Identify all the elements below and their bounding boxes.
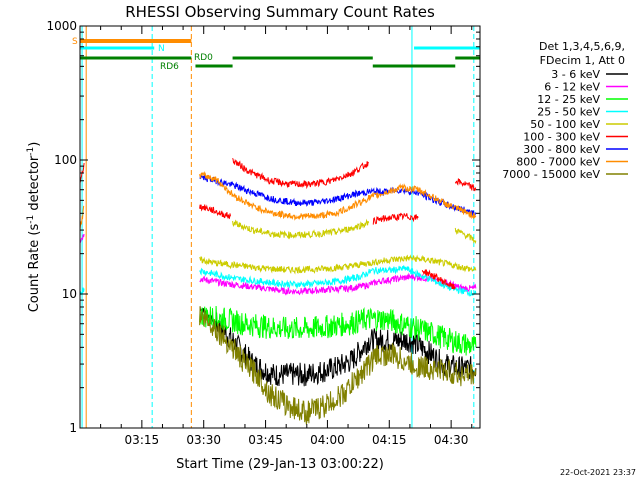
x-tick-label: 04:00 <box>310 433 345 447</box>
y-axis-label: Count Rate (s-1 detector-1) <box>26 142 42 313</box>
series-8-segment-0 <box>199 306 477 425</box>
series-5-segment-0 <box>80 162 85 184</box>
status-flags: S N RD6 RD0 <box>72 37 480 72</box>
x-tick-label: 03:15 <box>125 433 160 447</box>
legend-header-line-2: FDecim 1, Att 0 <box>540 54 625 67</box>
legend-entry-2-label: 12 - 25 keV <box>537 93 600 106</box>
legend-entry-0-label: 3 - 6 keV <box>551 68 600 81</box>
vertical-markers <box>81 26 475 428</box>
x-axis-label: Start Time (29-Jan-13 03:00:22) <box>176 457 384 472</box>
x-tick-label: 03:45 <box>248 433 283 447</box>
series-8 <box>199 306 477 425</box>
legend-entry-6-label: 300 - 800 keV <box>523 143 600 156</box>
legend-entry-1-label: 6 - 12 keV <box>544 81 600 94</box>
flag-n-label: N <box>158 44 165 54</box>
series-0 <box>199 306 477 387</box>
series-4-segment-1 <box>232 218 370 240</box>
series-7 <box>80 171 477 230</box>
series-1-segment-0 <box>80 234 85 244</box>
series-2-segment-0 <box>199 305 477 356</box>
series-5 <box>80 158 477 290</box>
series-5-segment-4 <box>421 269 456 290</box>
series-5-segment-1 <box>199 204 231 220</box>
series-4-segment-0 <box>199 254 477 275</box>
series-3-segment-1 <box>199 265 477 297</box>
y-tick-label: 10 <box>62 287 77 301</box>
x-tick-label: 04:15 <box>372 433 407 447</box>
legend-header-line-1: Det 1,3,4,5,6,9, <box>539 40 625 53</box>
legend-entry-7-label: 800 - 7000 keV <box>516 156 600 169</box>
legend-entry-4-label: 50 - 100 keV <box>530 118 600 131</box>
y-tick-label: 100 <box>54 153 77 167</box>
series-7-segment-1 <box>199 171 477 221</box>
legend-entry-5-label: 100 - 300 keV <box>523 131 600 144</box>
chart-title: RHESSI Observing Summary Count Rates <box>125 3 435 21</box>
legend: Det 1,3,4,5,6,9, FDecim 1, Att 0 3 - 6 k… <box>502 40 628 181</box>
plot-frame <box>79 25 481 429</box>
x-tick-label: 03:30 <box>186 433 221 447</box>
axis-ticks: 1 10 100 1000 03:15 03:30 03:45 04:00 04:15 04:30 <box>46 19 480 447</box>
legend-entry-3-label: 25 - 50 keV <box>537 106 600 119</box>
series-5-segment-3 <box>372 212 419 225</box>
x-tick-label: 04:30 <box>434 433 469 447</box>
y-tick-label: 1000 <box>46 19 77 33</box>
series-0-segment-0 <box>199 306 477 387</box>
footer-timestamp: 22-Oct-2021 23:37 <box>560 468 636 477</box>
series-2 <box>199 305 477 356</box>
flag-rd0-label: RD0 <box>194 53 213 63</box>
series-4-segment-2 <box>454 227 477 245</box>
series-5-segment-2 <box>232 158 370 190</box>
flag-s-label: S <box>72 37 78 47</box>
series-4 <box>199 218 477 275</box>
series-7-segment-0 <box>80 205 85 230</box>
y-tick-label: 1 <box>69 421 77 435</box>
legend-entry-8-label: 7000 - 15000 keV <box>502 168 600 181</box>
series-5-segment-5 <box>454 178 477 192</box>
flag-rd6-label: RD6 <box>160 62 179 72</box>
